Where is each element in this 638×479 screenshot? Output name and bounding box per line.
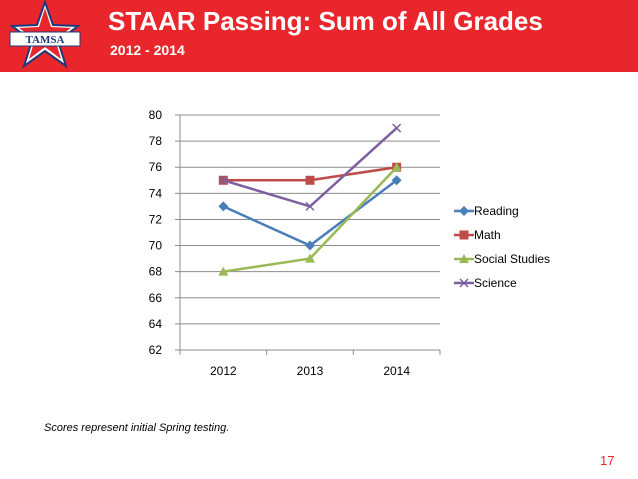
y-tick-label: 72: [149, 212, 163, 226]
data-point-science: [305, 201, 315, 211]
slide-number: 17: [600, 453, 615, 468]
y-tick-label: 66: [149, 291, 163, 305]
y-tick-label: 64: [149, 317, 163, 331]
legend-label: Reading: [474, 204, 519, 218]
data-point-science: [218, 175, 228, 185]
y-tick-label: 62: [149, 343, 163, 357]
legend-item-reading: Reading: [454, 199, 550, 223]
page-subtitle: 2012 - 2014: [110, 42, 185, 58]
legend-swatch: [454, 206, 474, 216]
chart-legend: Reading Math Social Studies Science: [454, 199, 550, 295]
x-tick-label: 2012: [210, 364, 237, 378]
y-tick-label: 78: [149, 134, 163, 148]
series-line-reading: [222, 179, 398, 247]
legend-swatch: [454, 254, 474, 263]
y-tick-label: 80: [149, 108, 163, 122]
y-tick-label: 76: [149, 160, 163, 174]
y-tick-label: 70: [149, 239, 163, 253]
tamsa-logo: TAMSA: [9, 0, 81, 69]
data-point-reading: [218, 201, 229, 212]
data-point-reading: [305, 240, 315, 251]
y-tick-label: 74: [149, 186, 163, 200]
legend-label: Math: [474, 228, 501, 242]
legend-swatch: [454, 230, 474, 240]
x-tick-label: 2014: [383, 364, 410, 378]
data-point-math: [305, 175, 315, 185]
legend-item-science: Science: [454, 271, 550, 295]
legend-item-math: Math: [454, 223, 550, 247]
data-point-reading: [391, 175, 402, 186]
header-banner: [0, 0, 638, 72]
footnote: Scores represent initial Spring testing.: [44, 422, 230, 434]
data-point-social-studies: [218, 266, 229, 276]
legend-label: Science: [474, 276, 517, 290]
legend-label: Social Studies: [474, 252, 551, 266]
page-title: STAAR Passing: Sum of All Grades: [108, 6, 543, 36]
data-point-social-studies: [305, 253, 315, 263]
legend-swatch: [454, 278, 474, 288]
legend-item-social-studies: Social Studies: [454, 247, 550, 271]
data-point-science: [392, 123, 402, 133]
x-tick-label: 2013: [297, 364, 324, 378]
y-tick-label: 68: [149, 265, 163, 279]
logo-text: TAMSA: [26, 34, 65, 46]
data-point-social-studies: [391, 162, 402, 172]
